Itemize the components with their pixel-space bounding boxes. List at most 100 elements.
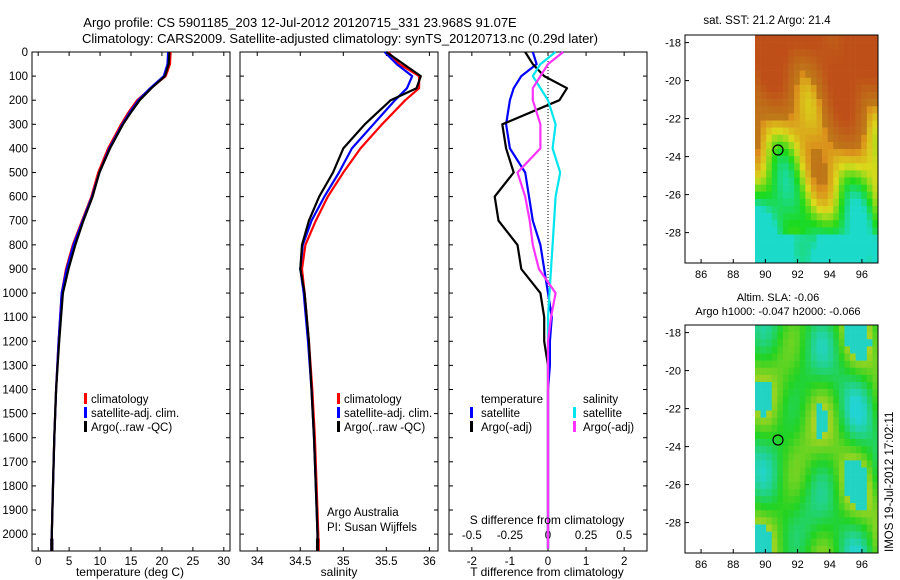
map-cell <box>755 446 761 454</box>
map-cell <box>805 42 812 50</box>
map-cell <box>872 382 879 390</box>
map-cell <box>855 403 862 411</box>
map-cell <box>799 339 806 347</box>
map-cell <box>872 248 879 257</box>
map-cell <box>827 382 834 390</box>
map-cell <box>760 417 767 426</box>
map-cell <box>855 446 862 454</box>
s-difference-xlabel: S difference from climatology <box>470 513 625 527</box>
map-cell <box>805 439 812 447</box>
map-cell <box>838 524 845 532</box>
map-cell <box>822 49 828 57</box>
map-cell <box>855 389 862 397</box>
map-cell <box>827 35 834 43</box>
map-cell <box>788 460 795 468</box>
map-cell <box>799 531 806 540</box>
map-cell <box>782 353 789 361</box>
map-cell <box>771 524 778 532</box>
map-cell <box>810 70 817 79</box>
map-cell <box>822 92 828 100</box>
map-cell <box>838 184 845 193</box>
map-cell <box>844 431 851 440</box>
map-cell <box>755 184 761 193</box>
map-cell <box>850 360 856 369</box>
map-cell <box>872 141 879 150</box>
map-cell <box>816 439 823 447</box>
map-cell <box>833 446 840 454</box>
map-cell <box>838 35 845 43</box>
map-cell <box>794 156 801 164</box>
map-cell <box>866 70 873 79</box>
map-cell <box>844 156 851 164</box>
map-cell <box>794 453 801 461</box>
map-cell <box>866 191 873 200</box>
map-cell <box>861 84 868 93</box>
map-cell <box>777 113 784 121</box>
map-cell <box>782 163 789 171</box>
map-cell <box>777 389 784 397</box>
map-cell <box>788 234 795 242</box>
map-cell <box>816 503 823 511</box>
map-cell <box>771 325 778 333</box>
map-cell <box>855 424 862 433</box>
map-cell <box>760 113 767 121</box>
map-cell <box>855 99 862 107</box>
map-cell <box>844 70 851 79</box>
map-cell <box>827 149 834 157</box>
map-cell <box>861 56 868 64</box>
map-cell <box>805 531 812 540</box>
map-cell <box>771 177 778 185</box>
map-cell <box>816 524 823 532</box>
map-cell <box>788 439 795 447</box>
map-top-title: sat. SST: 21.2 Argo: 21.4 <box>703 15 831 27</box>
map-cell <box>771 545 778 554</box>
map-cell <box>822 538 828 547</box>
map-cell <box>872 220 879 228</box>
map-cell <box>755 439 761 447</box>
map-cell <box>771 248 778 257</box>
map-cell <box>777 367 784 376</box>
map-cell <box>799 149 806 157</box>
map-cell <box>844 346 851 354</box>
map-cell <box>805 446 812 454</box>
map-cell <box>855 481 862 490</box>
map-cell <box>822 63 828 71</box>
map-cell <box>844 241 851 250</box>
map-cell <box>760 227 767 235</box>
map-cell <box>760 488 767 497</box>
map-cell <box>771 106 778 114</box>
map-cell <box>816 325 823 333</box>
map-cell <box>827 248 834 257</box>
map-cell <box>766 339 773 347</box>
map-cell <box>827 120 834 128</box>
map-cell <box>799 170 806 178</box>
map-cell <box>844 467 851 475</box>
legend-swatch-t-satellite <box>470 407 473 418</box>
map-cell <box>827 220 834 228</box>
map-cell <box>766 213 773 221</box>
map-cell <box>766 220 773 228</box>
map-cell <box>822 42 828 50</box>
map-cell <box>810 120 817 128</box>
map-cell <box>844 170 851 178</box>
map-cell <box>844 134 851 143</box>
map-cell <box>766 453 773 461</box>
map-cell <box>850 439 856 447</box>
map-cell <box>861 424 868 433</box>
map-cell <box>788 467 795 475</box>
map-cell <box>844 77 851 86</box>
map-cell <box>777 92 784 100</box>
map-cell <box>760 49 767 57</box>
map-cell <box>777 149 784 157</box>
map-cell <box>777 191 784 200</box>
y-tick-label: 1200 <box>2 336 28 348</box>
map-cell <box>872 84 879 93</box>
map-cell <box>771 439 778 447</box>
map-cell <box>760 106 767 114</box>
map-cell <box>794 106 801 114</box>
map-cell <box>822 325 828 333</box>
map-cell <box>861 446 868 454</box>
map-cell <box>805 374 812 383</box>
map-cell <box>866 220 873 228</box>
map-cell <box>788 255 795 264</box>
